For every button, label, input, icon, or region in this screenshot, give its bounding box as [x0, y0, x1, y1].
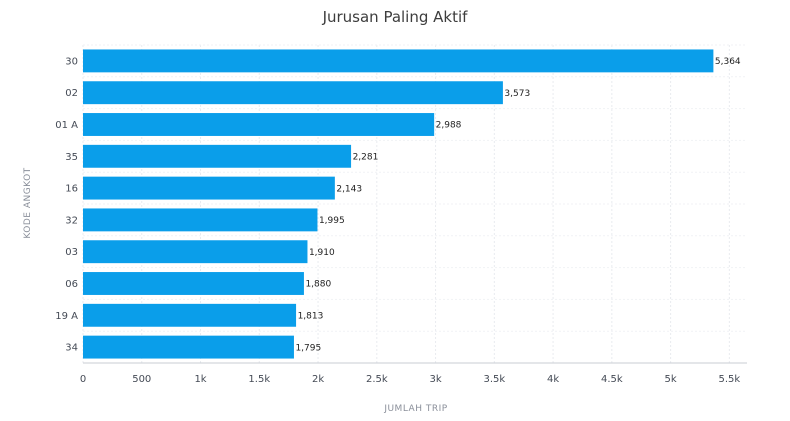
x-tick-label: 3.5k: [483, 374, 505, 385]
x-tick-label: 500: [132, 374, 151, 385]
data-labels: 5,364 3,573 2,988 2,281 2,143 1,995 1,910 1,880…: [295, 57, 740, 353]
data-label: 2,988: [436, 121, 462, 131]
y-tick-label: 35: [65, 152, 78, 163]
y-tick-label: 30: [65, 56, 78, 67]
y-tick-label: 06: [65, 279, 78, 290]
bar[interactable]: [83, 240, 308, 264]
bar[interactable]: [83, 303, 297, 327]
x-tick-label: 1.5k: [248, 374, 270, 385]
y-tick-label: 19 A: [55, 311, 78, 322]
bars: [83, 49, 714, 359]
x-axis-title: JUMLAH TRIP: [383, 404, 447, 414]
data-label: 5,364: [715, 57, 741, 67]
x-tick-label: 4k: [547, 374, 559, 385]
x-tick-label: 1k: [194, 374, 206, 385]
data-label: 1,813: [298, 312, 324, 322]
grid: [82, 44, 747, 364]
y-tick-label: 01 A: [55, 120, 78, 131]
x-axis-tick-labels: 0 500 1k 1.5k 2k 2.5k 3k 3.5k 4k 4.5k 5k 5.5k: [80, 374, 741, 385]
x-tick-label: 4.5k: [601, 374, 623, 385]
y-axis-tick-labels: 30 02 01 A 35 16 32 03 06 19 A 34: [55, 56, 78, 353]
bar[interactable]: [83, 272, 304, 295]
data-label: 1,795: [295, 343, 321, 353]
bar[interactable]: [83, 81, 503, 105]
bar[interactable]: [83, 335, 294, 359]
y-tick-label: 32: [65, 215, 78, 226]
bar[interactable]: [83, 113, 435, 136]
y-tick-label: 16: [65, 184, 78, 195]
bar[interactable]: [83, 176, 335, 200]
data-label: 1,995: [319, 216, 345, 226]
y-axis-title: KODE ANGKOT: [23, 167, 33, 238]
data-label: 1,910: [309, 248, 335, 258]
y-tick-label: 02: [65, 88, 78, 99]
data-label: 2,281: [353, 153, 379, 163]
x-tick-label: 2.5k: [366, 374, 388, 385]
y-tick-label: 34: [65, 343, 78, 354]
bar[interactable]: [83, 208, 318, 232]
data-label: 1,880: [305, 280, 331, 290]
data-label: 2,143: [336, 184, 362, 194]
bar[interactable]: [83, 49, 714, 73]
chart-title: Jurusan Paling Aktif: [322, 8, 469, 26]
y-tick-label: 03: [65, 247, 78, 258]
data-label: 3,573: [504, 89, 530, 99]
x-tick-label: 2k: [312, 374, 324, 385]
x-tick-label: 5.5k: [719, 374, 741, 385]
x-tick-label: 3k: [429, 374, 441, 385]
x-tick-label: 0: [80, 374, 86, 385]
bar[interactable]: [83, 144, 352, 168]
x-tick-label: 5k: [665, 374, 677, 385]
